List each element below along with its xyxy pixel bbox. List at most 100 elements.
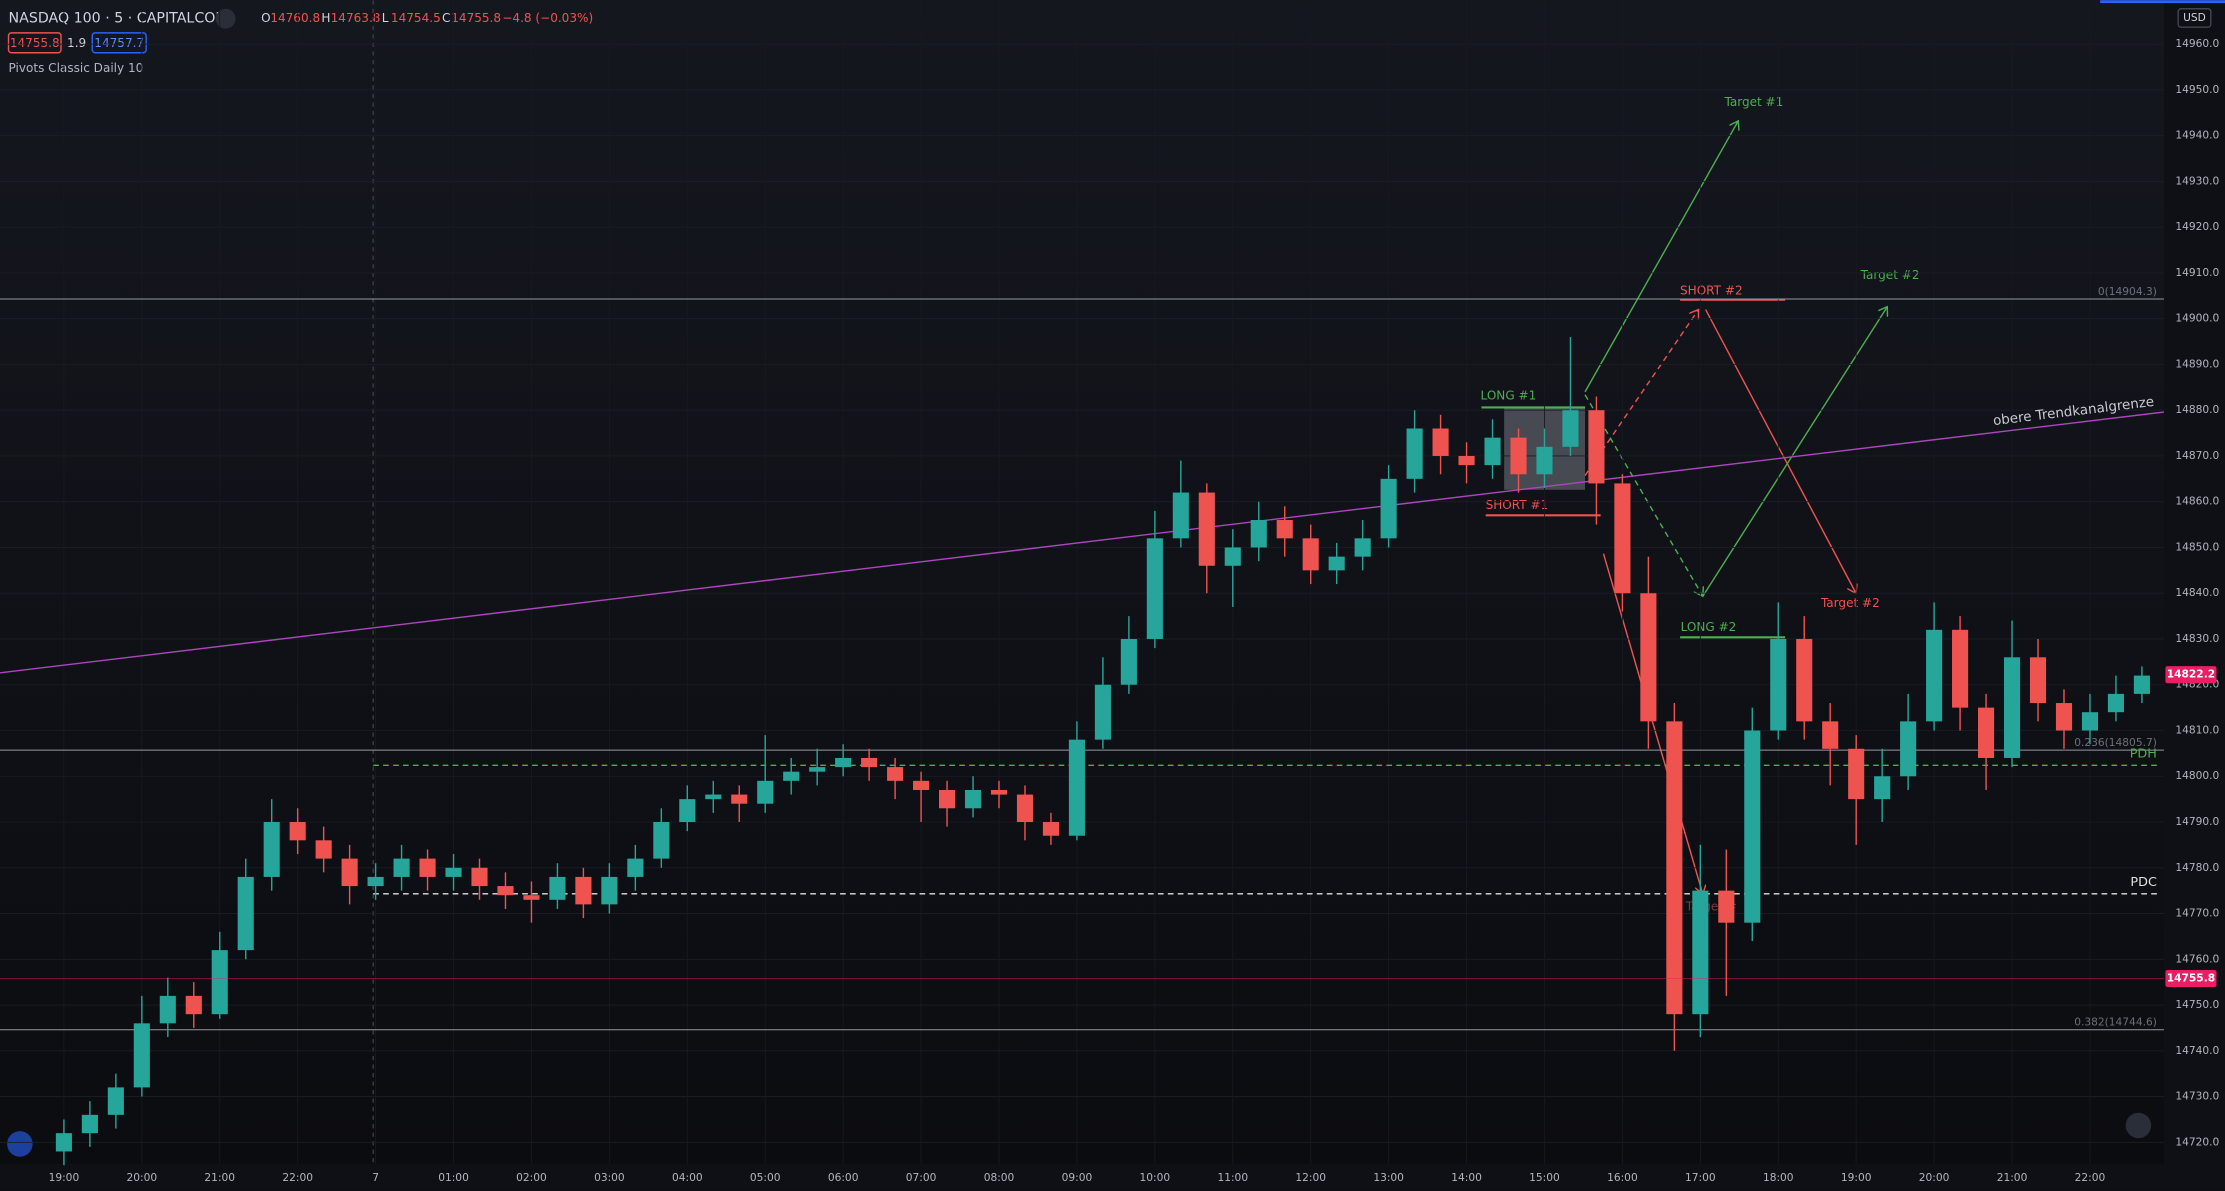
annotation: Target #1 [1723, 95, 1783, 109]
y-tick-label: 14870.0 [2175, 449, 2219, 462]
y-tick-label: 14910.0 [2175, 266, 2219, 279]
candle-body [445, 867, 462, 877]
x-tick-label: 12:00 [1295, 1171, 1326, 1184]
annotation: Target #2 [1820, 596, 1880, 610]
candle-body [1718, 890, 1735, 923]
candle-body [1354, 538, 1371, 557]
price-axis [2163, 0, 2225, 1191]
currency: USD [2183, 11, 2206, 24]
x-tick-label: 21:00 [204, 1171, 235, 1184]
candle-body [237, 876, 254, 951]
candle-body [1562, 410, 1579, 447]
status[interactable] [215, 8, 236, 29]
candle-body [523, 895, 540, 900]
candle-body [1406, 428, 1423, 479]
y-tick-label: 14740.0 [2175, 1044, 2219, 1057]
candle-body [1510, 437, 1527, 475]
candle-body [1328, 556, 1345, 571]
y-tick-label: 14890.0 [2175, 357, 2219, 370]
candle-body [1614, 483, 1631, 594]
spread: 1.9 [67, 36, 86, 50]
candle-body [419, 858, 436, 877]
candle-body [783, 771, 800, 781]
candle-body [1900, 721, 1917, 777]
top-progress [2100, 0, 2225, 4]
y-tick-label: 14900.0 [2175, 312, 2219, 325]
candle-body [2133, 675, 2150, 694]
ohlc-key: C [442, 11, 450, 25]
candle-body [471, 867, 488, 887]
x-tick-label: 05:00 [750, 1171, 781, 1184]
y-tick-label: 14810.0 [2175, 723, 2219, 736]
candle-body [653, 822, 670, 859]
candle-body [497, 886, 514, 896]
price-badge [2165, 969, 2217, 988]
currency-box[interactable] [2177, 8, 2212, 28]
candle-body [1172, 492, 1189, 539]
ask-badge[interactable] [91, 32, 147, 54]
candle-body [1432, 428, 1449, 456]
candle-body [627, 858, 644, 877]
candle-body [1276, 520, 1293, 539]
x-tick-label: 03:00 [594, 1171, 625, 1184]
candle-body [549, 876, 566, 900]
annotation: Target #2 [1860, 268, 1920, 282]
candle-body [315, 840, 332, 859]
candle-body [81, 1114, 98, 1134]
y-tick-label: 14950.0 [2175, 83, 2219, 96]
candle-body [1302, 538, 1319, 571]
x-tick-label: 10:00 [1140, 1171, 1171, 1184]
candle-body [1770, 638, 1787, 731]
y-tick-label: 14730.0 [2175, 1090, 2219, 1103]
candle-body [1874, 776, 1891, 800]
x-tick-label: 19:00 [1841, 1171, 1872, 1184]
ohlc-key: H [321, 11, 330, 25]
x-tick-label: 07:00 [906, 1171, 937, 1184]
candle-body [1848, 748, 1865, 800]
arrow [1602, 553, 1702, 895]
candle-body [835, 757, 852, 768]
x-tick-label: 15:00 [1529, 1171, 1560, 1184]
candle-body [938, 789, 956, 809]
x-tick-label: 22:00 [282, 1171, 313, 1184]
x-tick-label: 22:00 [2075, 1171, 2106, 1184]
ohlc-value: 14755.8 [451, 11, 501, 25]
candle-body [1198, 492, 1215, 566]
trendline [0, 411, 2165, 674]
candle-body [1978, 707, 1995, 758]
candle-body [1588, 410, 1605, 484]
candle-body [1042, 822, 1060, 836]
candle-body [2081, 712, 2099, 731]
x-tick-label: 19:00 [49, 1171, 80, 1184]
y-tick-label: 14920.0 [2175, 220, 2219, 233]
x-tick-label: 08:00 [984, 1171, 1015, 1184]
candle-body [887, 767, 904, 781]
candle-body [1822, 721, 1839, 749]
candle-body [990, 789, 1008, 795]
candle-body [2107, 693, 2124, 713]
candle-body [731, 794, 748, 804]
scroll-button[interactable] [2125, 1112, 2152, 1139]
annotation: LONG #2 [1681, 620, 1737, 634]
candle-body [159, 995, 176, 1024]
bid-badge[interactable] [7, 32, 62, 54]
candle-body [601, 876, 618, 905]
y-tick-label: 14860.0 [2175, 495, 2219, 508]
x-tick-label: 14:00 [1451, 1171, 1482, 1184]
candle-body [1094, 684, 1111, 740]
candle-body [2029, 657, 2047, 704]
candle-body [1744, 730, 1761, 923]
annotation: SHORT #2 [1680, 284, 1743, 298]
x-tick-label: 20:00 [1919, 1171, 1950, 1184]
ask: 14757.7 [94, 36, 144, 50]
y-tick-label: 14830.0 [2175, 632, 2219, 645]
y-tick-label: 14960.0 [2175, 37, 2219, 50]
y-tick-label: 14790.0 [2175, 815, 2219, 828]
fib-label: 0.236(14805.7) [2074, 736, 2157, 749]
candle-body [705, 794, 722, 800]
y-tick-label: 14750.0 [2175, 998, 2219, 1011]
y-tick-label: 14720.0 [2175, 1135, 2219, 1148]
price-badge [2165, 666, 2217, 684]
candle-body [1484, 437, 1501, 466]
